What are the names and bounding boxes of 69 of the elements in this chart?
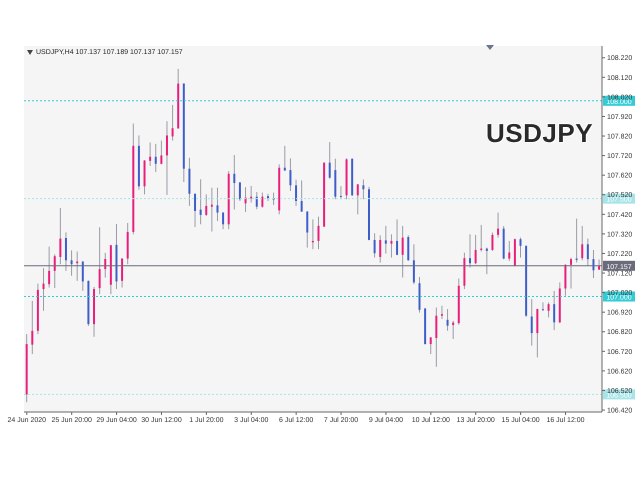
candlestick [576,218,578,263]
candlestick [210,187,213,232]
candlestick [379,234,382,264]
candlestick [295,179,298,206]
candlestick [222,212,224,230]
candlestick [452,320,454,340]
candlestick [205,194,208,216]
candlestick [59,208,62,265]
candlestick [412,244,415,285]
candlestick [362,178,364,200]
candlestick [446,308,449,332]
candlestick [491,232,494,252]
candlestick [238,182,241,202]
candlestick [390,234,392,258]
candlestick [548,302,550,318]
candlestick [64,232,67,272]
candlestick [216,187,218,222]
candlestick [480,224,482,252]
candlestick [284,145,286,172]
candlestick [435,306,438,368]
candlestick [520,237,522,258]
candlestick [430,336,432,355]
candlestick [486,247,488,275]
candlestick [250,185,252,204]
candlestick [172,104,174,142]
candlestick [564,264,566,296]
candlestick [54,254,56,289]
candlestick [440,305,443,320]
candlestick [306,210,308,248]
candlestick [244,186,247,212]
candlestick [233,154,236,210]
candlestick [396,218,398,256]
annotation: USDJPY [486,118,594,149]
candlestick [76,251,78,282]
candlestick [312,218,314,250]
candlestick [592,249,594,279]
candlestick [356,183,359,215]
candlestick [42,268,45,312]
candlestick [530,298,533,346]
candlestick [31,300,34,355]
candlestick [374,232,376,258]
candlestick [154,143,157,173]
candlestick [340,186,342,200]
candlestick [82,260,84,292]
candlestick [261,192,264,208]
candlestick [474,234,477,265]
candlestick [194,192,196,228]
candlestick [508,240,510,262]
candlestick [317,216,320,250]
candlestick [98,226,101,295]
candlestick [256,192,258,210]
candlestick [497,212,500,238]
candlestick [160,140,162,165]
candlestick [289,158,292,192]
candlestick [149,142,152,166]
candlestick [570,257,572,289]
candlestick [402,225,404,278]
candlestick [581,225,584,261]
candlestick [328,142,331,180]
candlestick [48,246,50,288]
candlestick [166,120,168,196]
candlestick [586,238,589,266]
candlestick [407,234,410,262]
candlestick [300,180,303,212]
candlestick [469,234,472,268]
candlestick [553,290,556,331]
candlestick [70,250,73,276]
candlestick [121,258,124,288]
candlestick [200,178,202,225]
